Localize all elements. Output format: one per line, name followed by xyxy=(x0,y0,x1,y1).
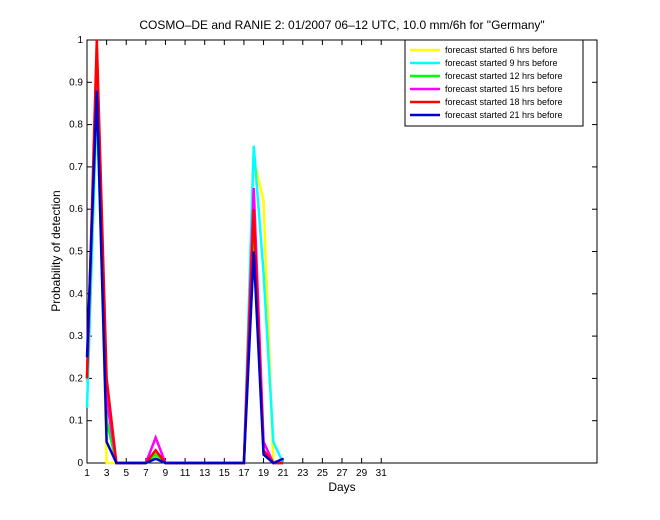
y-axis-label: Probability of detection xyxy=(49,190,63,311)
series-line xyxy=(85,90,284,465)
x-tick-label: 7 xyxy=(143,468,149,479)
y-tick-label: 0 xyxy=(77,458,83,469)
x-tick-label: 1 xyxy=(84,468,90,479)
y-tick-label: 0.1 xyxy=(69,416,83,427)
legend-box xyxy=(404,39,584,127)
legend-label: forecast started 21 hrs before xyxy=(445,110,563,120)
x-tick-label: 31 xyxy=(376,468,388,479)
x-tick-label: 9 xyxy=(163,468,169,479)
x-tick-label: 21 xyxy=(278,468,290,479)
legend-label: forecast started 9 hrs before xyxy=(445,58,558,68)
legend-label: forecast started 18 hrs before xyxy=(445,97,563,107)
x-tick-label: 23 xyxy=(297,468,309,479)
y-tick-label: 0.2 xyxy=(69,373,83,384)
y-tick-label: 0.9 xyxy=(69,77,83,88)
y-tick-label: 0.5 xyxy=(69,247,83,258)
y-tick-label: 0.6 xyxy=(69,204,83,215)
x-axis-label: Days xyxy=(328,480,355,494)
y-tick-label: 0.7 xyxy=(69,162,83,173)
x-tick-label: 17 xyxy=(238,468,250,479)
x-tick-label: 3 xyxy=(104,468,110,479)
x-tick-label: 13 xyxy=(199,468,211,479)
legend-label: forecast started 12 hrs before xyxy=(445,71,563,81)
x-tick-label: 25 xyxy=(317,468,329,479)
y-tick-label: 1 xyxy=(77,35,83,46)
x-tick-label: 27 xyxy=(336,468,348,479)
x-tick-label: 15 xyxy=(219,468,231,479)
x-tick-label: 19 xyxy=(258,468,270,479)
y-tick-label: 0.8 xyxy=(69,120,83,131)
chart-title: COSMO–DE and RANIE 2: 01/2007 06–12 UTC,… xyxy=(139,18,544,32)
legend-label: forecast started 6 hrs before xyxy=(445,45,558,55)
legend-label: forecast started 15 hrs before xyxy=(445,84,563,94)
x-tick-label: 5 xyxy=(123,468,129,479)
x-tick-label: 11 xyxy=(180,468,191,479)
x-tick-label: 29 xyxy=(356,468,368,479)
y-tick-label: 0.4 xyxy=(69,289,83,300)
y-tick-label: 0.3 xyxy=(69,331,83,342)
